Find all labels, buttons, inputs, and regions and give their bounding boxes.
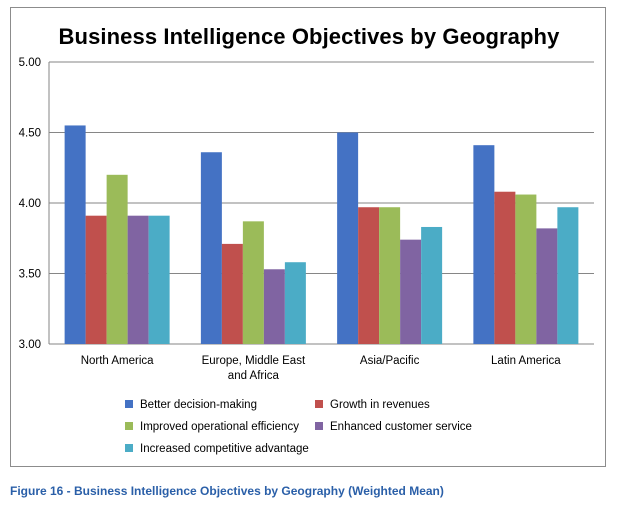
bar-1-4 xyxy=(284,262,306,344)
bar-0-0 xyxy=(64,125,86,344)
legend-item-2: Improved operational efficiency xyxy=(125,420,299,434)
bar-2-3 xyxy=(400,239,422,344)
y-tick-label-4: 5.00 xyxy=(19,57,41,69)
bar-0-2 xyxy=(106,174,128,344)
legend-label-1: Growth in revenues xyxy=(330,399,430,411)
x-tick-label-1: Europe, Middle East xyxy=(202,355,306,367)
x-tick-label-1-line1: and Africa xyxy=(228,370,280,382)
bar-1-1 xyxy=(221,243,243,344)
legend-label-2: Improved operational efficiency xyxy=(140,421,299,433)
legend-label-0: Better decision-making xyxy=(140,399,257,411)
legend-swatch-4 xyxy=(125,444,133,452)
bar-2-2 xyxy=(379,207,401,344)
figure-caption: Figure 16 - Business Intelligence Object… xyxy=(10,484,444,498)
bar-3-0 xyxy=(473,145,495,344)
chart-frame: Business Intelligence Objectives by Geog… xyxy=(10,7,606,467)
legend-swatch-3 xyxy=(315,422,323,430)
bar-0-4 xyxy=(148,215,170,344)
bar-0-1 xyxy=(85,215,107,344)
bar-3-3 xyxy=(536,228,558,344)
bar-3-2 xyxy=(515,194,537,344)
bar-1-2 xyxy=(242,221,264,344)
y-tick-label-1: 3.50 xyxy=(19,269,41,281)
x-tick-label-3: Latin America xyxy=(491,355,561,367)
bar-1-0 xyxy=(200,152,222,344)
legend-item-3: Enhanced customer service xyxy=(315,420,472,434)
chart-title: Business Intelligence Objectives by Geog… xyxy=(58,24,560,49)
x-tick-label-0: North America xyxy=(81,355,154,367)
legend-swatch-0 xyxy=(125,400,133,408)
y-tick-label-3: 4.50 xyxy=(19,128,41,140)
bar-1-3 xyxy=(263,269,285,344)
y-tick-label-2: 4.00 xyxy=(19,198,41,210)
legend-swatch-2 xyxy=(125,422,133,430)
legend-swatch-1 xyxy=(315,400,323,408)
chart-plot: 3.00 3.50 4.00 4.50 5.00 North America Europe,… xyxy=(19,57,594,382)
bar-2-0 xyxy=(337,132,359,344)
y-tick-label-0: 3.00 xyxy=(19,339,41,351)
legend-item-0: Better decision-making xyxy=(125,398,257,412)
bar-2-1 xyxy=(358,207,380,344)
bar-3-1 xyxy=(494,191,516,344)
legend-label-4: Increased competitive advantage xyxy=(140,443,309,455)
legend-item-4: Increased competitive advantage xyxy=(125,442,309,456)
legend-item-1: Growth in revenues xyxy=(315,398,430,412)
bar-0-3 xyxy=(127,215,149,344)
bar-3-4 xyxy=(557,207,579,344)
bar-2-4 xyxy=(421,226,443,344)
legend-label-3: Enhanced customer service xyxy=(330,421,472,433)
x-tick-label-2: Asia/Pacific xyxy=(360,355,420,367)
